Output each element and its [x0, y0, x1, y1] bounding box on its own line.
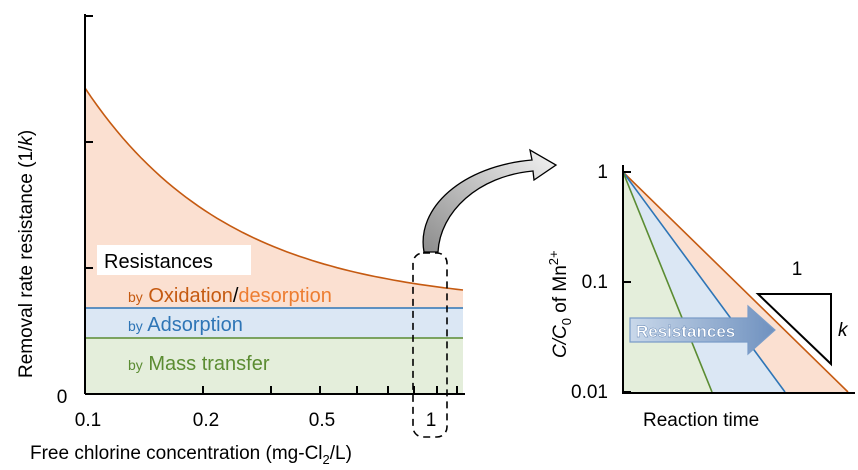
right-y-tick-label: 1 [597, 162, 608, 183]
slope-triangle [755, 293, 832, 367]
band-label-mass-transfer: by Mass transfer [128, 353, 270, 375]
left-x-tick-label: 1 [426, 410, 437, 431]
left-x-tick-label: 0.2 [193, 410, 219, 431]
left-x-tick-label: 0.1 [75, 410, 101, 431]
right-chart: 1 0.1 0.01 C/C0 of Mn2+ Reaction time 1 … [546, 162, 855, 431]
band-label-oxidation: by Oxidation/desorption [128, 285, 332, 307]
legend-title-bg [97, 245, 251, 275]
band-label-adsorption: by Adsorption [128, 314, 243, 336]
mass-transfer-decay-line [622, 171, 713, 393]
mass-transfer-area [85, 338, 463, 394]
right-y-tick-label: 0.01 [571, 382, 608, 403]
left-x-tick-label: 0.5 [309, 410, 335, 431]
curved-arrow-shape [422, 148, 558, 253]
right-y-axis-title: C/C0 of Mn2+ [546, 250, 574, 358]
left-y-zero-label: 0 [57, 387, 68, 408]
oxidation-curve [84, 87, 464, 291]
resistances-arrow-label: Resistances [636, 322, 735, 341]
oxidation-decay-line [622, 171, 849, 393]
right-y-tick-label: 0.1 [582, 272, 608, 293]
resistances-arrow [629, 304, 776, 356]
curved-arrow [422, 148, 558, 253]
right-x-axis-title: Reaction time [643, 410, 759, 431]
adsorption-area [85, 308, 463, 338]
left-x-axis-title: Free chlorine concentration (mg-Cl2/L) [30, 443, 352, 467]
adsorption-decay-line [622, 171, 786, 393]
left-chart: 0 0.1 0.2 0.5 1 Free chlorine concentrat… [16, 14, 465, 467]
slope-rise-label: k [838, 320, 849, 341]
slope-run-label: 1 [792, 259, 803, 280]
left-y-axis-title: Removal rate resistance (1/k) [16, 130, 37, 378]
legend-title: Resistances [104, 251, 213, 273]
highlight-box [412, 252, 448, 438]
